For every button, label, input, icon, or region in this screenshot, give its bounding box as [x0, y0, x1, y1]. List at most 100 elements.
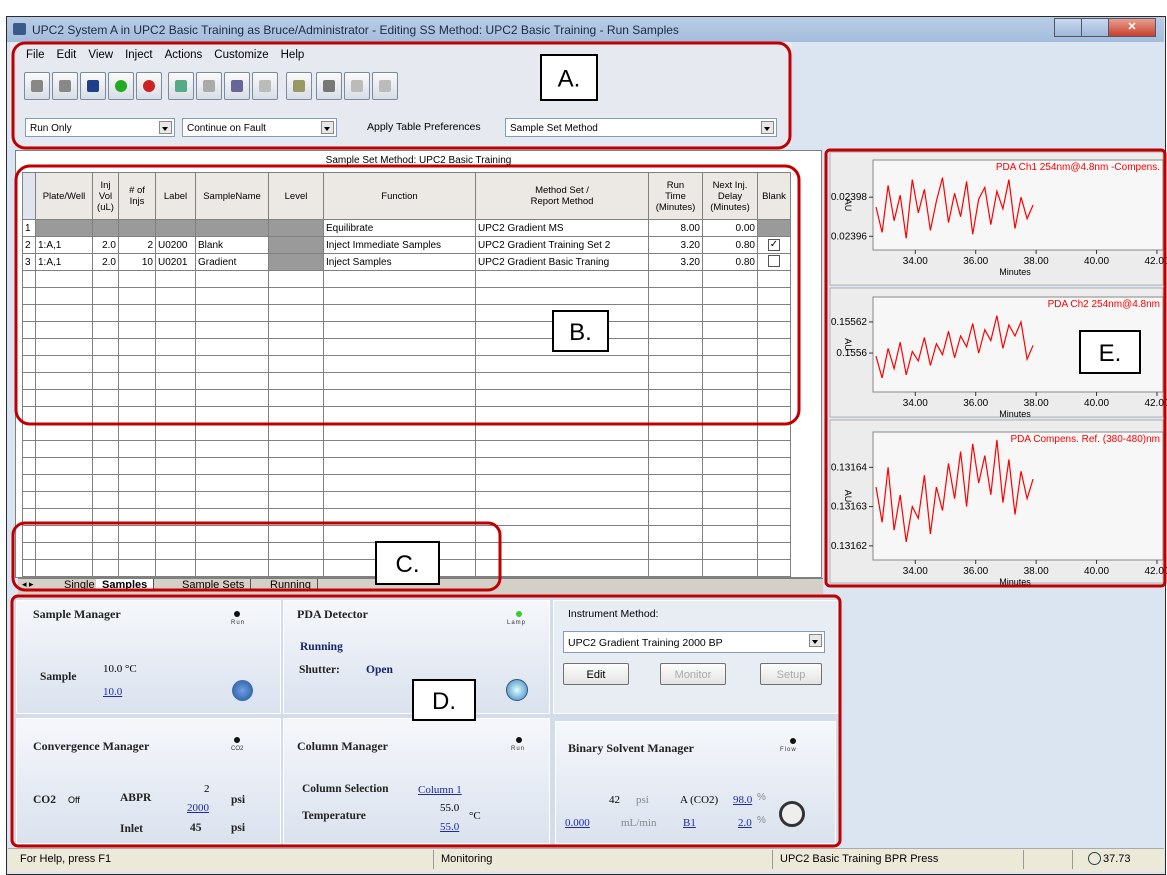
unit: mL/min	[621, 817, 657, 829]
unit: °C	[469, 810, 481, 822]
menu-item[interactable]: Customize	[214, 49, 269, 61]
b-label[interactable]: B1	[683, 817, 696, 829]
led-label: Lamp	[507, 620, 527, 626]
plot-area	[872, 159, 1164, 251]
setup-button[interactable]: Setup	[760, 663, 822, 685]
abpr-setpoint[interactable]: 2000	[187, 802, 209, 814]
column-panel	[283, 718, 550, 844]
separator	[772, 850, 773, 869]
callout-box	[1079, 330, 1141, 374]
sample-label: Sample	[40, 671, 77, 683]
toolbar-button[interactable]	[196, 72, 222, 100]
separator	[1072, 850, 1073, 869]
blank-checkbox[interactable]: ✓	[768, 239, 780, 251]
toolbar-button[interactable]	[286, 72, 312, 100]
preferences-dropdown[interactable]: Sample Set Method	[505, 118, 777, 137]
fault-mode-dropdown[interactable]: Continue on Fault	[182, 118, 337, 137]
abpr-label: ABPR	[120, 792, 152, 804]
menu-item[interactable]: View	[88, 49, 114, 61]
lamp-led	[516, 611, 522, 617]
x-tick-label: 42.00	[1144, 256, 1167, 267]
column-header: Inj Vol (uL)	[92, 172, 119, 220]
edit-button[interactable]: Edit	[563, 663, 629, 685]
co2-label: CO2	[33, 794, 56, 806]
toolbar-button[interactable]	[252, 72, 278, 100]
menu-item[interactable]: Help	[280, 49, 305, 61]
blank-checkbox[interactable]	[768, 254, 780, 267]
run-mode-dropdown[interactable]: Run Only	[25, 118, 175, 137]
empty-area	[826, 590, 1162, 846]
table-cell	[35, 219, 93, 237]
status-time: 37.73	[1103, 853, 1131, 865]
inlet-label: Inlet	[120, 823, 143, 835]
table-row[interactable]: 1 Equilibrate UPC2 Gradient MS 8.00 0.00	[22, 219, 791, 237]
menu-item[interactable]: Inject	[125, 49, 153, 61]
toolbar-button[interactable]	[224, 72, 250, 100]
toolbar-button[interactable]	[108, 72, 134, 100]
close-button[interactable]: ✕	[1108, 18, 1156, 37]
trace-line	[875, 315, 1034, 379]
toolbar-button[interactable]	[24, 72, 50, 100]
led-label: Run	[231, 620, 246, 626]
y-tick-label: 0.02398	[831, 192, 868, 203]
panel-title: Convergence Manager	[33, 739, 150, 753]
menu-item[interactable]: Edit	[56, 49, 77, 61]
column-header: Level	[268, 172, 324, 220]
pressure: 42	[609, 794, 620, 806]
toolbar-button[interactable]	[168, 72, 194, 100]
flow[interactable]: 0.000	[565, 817, 590, 829]
manager-icon	[232, 680, 253, 701]
table-cell	[118, 219, 156, 237]
a-value[interactable]: 98.0	[733, 794, 753, 806]
toolbar-button[interactable]	[344, 72, 370, 100]
window-title: UPC2 System A in UPC2 Basic Training as …	[32, 23, 679, 37]
tab[interactable]: Running	[264, 579, 318, 591]
x-axis-label: Minutes	[999, 409, 1031, 419]
clock-icon	[1088, 852, 1101, 865]
toolbar-button[interactable]	[316, 72, 342, 100]
monitor-button[interactable]: Monitor	[660, 663, 726, 685]
status-led	[234, 737, 240, 743]
y-axis-label: AU	[843, 199, 853, 212]
table-cell	[268, 253, 324, 271]
x-tick-label: 40.00	[1084, 398, 1109, 409]
column-selection-label: Column Selection	[302, 783, 389, 795]
empty-row	[22, 355, 791, 373]
detector-icon	[506, 679, 528, 701]
x-tick-label: 42.00	[1144, 398, 1167, 409]
tab[interactable]: Samples	[96, 579, 155, 591]
tab[interactable]: Sample Sets	[176, 579, 252, 591]
column-selection[interactable]: Column 1	[418, 784, 462, 796]
column-setpoint[interactable]: 55.0	[440, 821, 460, 833]
tab[interactable]: Single	[58, 579, 102, 591]
column-header: Label	[155, 172, 196, 220]
menu-item[interactable]: Actions	[164, 49, 203, 61]
menu-item[interactable]: File	[26, 49, 45, 61]
x-axis-label: Minutes	[999, 267, 1031, 277]
empty-row	[22, 372, 791, 390]
empty-row	[22, 440, 791, 458]
table-cell	[268, 219, 324, 237]
status-help: For Help, press F1	[20, 853, 112, 865]
blank-cell	[757, 219, 791, 237]
unit: %	[757, 792, 766, 803]
column-temperature: 55.0	[440, 802, 460, 814]
separator	[433, 850, 434, 869]
toolbar-glyph	[175, 80, 187, 92]
b-value[interactable]: 2.0	[738, 817, 752, 829]
status-method: UPC2 Basic Training BPR Press	[780, 853, 939, 865]
toolbar-glyph	[143, 80, 155, 92]
toolbar-button[interactable]	[136, 72, 162, 100]
status-led	[516, 737, 522, 743]
callout-label: D.	[432, 688, 456, 715]
chart-title: PDA Compens. Ref. (380-480)nm	[1010, 434, 1160, 445]
x-tick-label: 40.00	[1084, 566, 1109, 577]
toolbar-button[interactable]	[80, 72, 106, 100]
toolbar-button[interactable]	[52, 72, 78, 100]
toolbar-button[interactable]	[372, 72, 398, 100]
sample-setpoint[interactable]: 10.0	[103, 686, 123, 698]
sample-temperature: 10.0 °C	[103, 663, 137, 675]
instrument-method-dropdown[interactable]: UPC2 Gradient Training 2000 BP	[563, 631, 825, 653]
